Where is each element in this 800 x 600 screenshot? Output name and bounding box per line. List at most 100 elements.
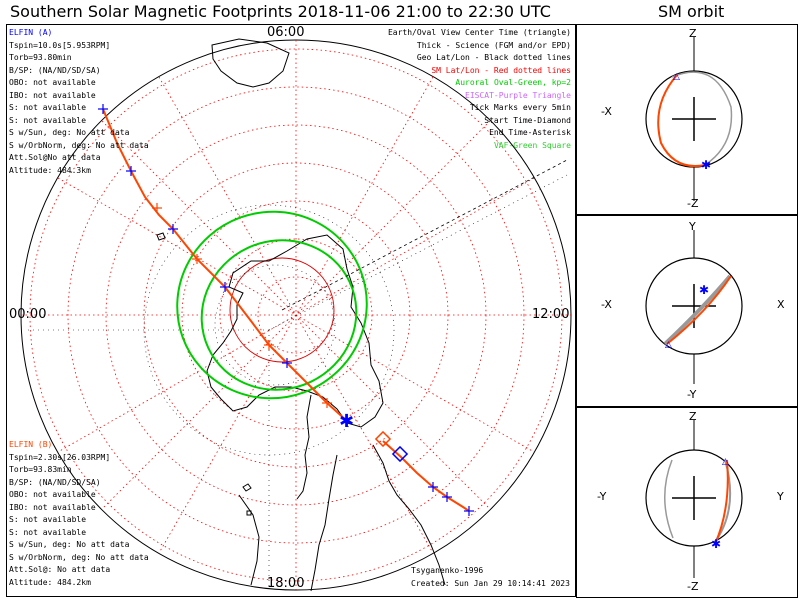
- orbit-title: SM orbit: [658, 2, 725, 21]
- africa-coastline: [238, 494, 260, 586]
- axis-label-left: -X: [601, 298, 612, 311]
- mlt-label-top: 06:00: [267, 25, 305, 40]
- legend-line: VAF-Green Square: [493, 140, 571, 150]
- axis-label-right: X: [777, 298, 785, 311]
- axis-label-bottom: -Z: [687, 580, 699, 593]
- orbit-panel-xz: △ ✱ Z -Z -X: [576, 24, 798, 215]
- elfin-a-line: Tspin=10.0s[5.953RPM]: [9, 40, 111, 50]
- created-label: Created: Sun Jan 29 10:14:41 2023: [411, 579, 570, 588]
- legend-line: EISCAT-Purple Triangle: [465, 90, 571, 100]
- elfin-b-start-diamond: [374, 430, 392, 448]
- asterisk-marker: ✱: [711, 537, 721, 551]
- elfin-a-tick: [126, 166, 136, 176]
- footprint-map: ✱ 06:00 00:00 12:00 18:00 ELFIN (A) Tspi…: [6, 24, 576, 597]
- elfin-a-info: ELFIN (A) Tspin=10.0s[5.953RPM] Torb=93.…: [9, 27, 149, 177]
- sm-pole-circle: [229, 257, 335, 363]
- elfin-b-line: S w/OrbNorm, deg: No att data: [9, 552, 149, 562]
- triangle-marker: △: [722, 457, 729, 467]
- orbit-panel-xy: ✱ △ Y -Y -X X: [576, 215, 798, 407]
- sm-ring: [181, 200, 411, 430]
- geo-ring: [143, 204, 395, 456]
- legend-line: Geo Lat/Lon - Black dotted lines: [416, 53, 571, 62]
- axis-label-right: Y: [776, 490, 784, 503]
- axis-label-bottom: -Y: [687, 388, 697, 401]
- legend-line: SM Lat/Lon - Red dotted lines: [431, 65, 571, 75]
- sm-grid: [21, 40, 571, 590]
- south-america-coastline: [372, 444, 446, 586]
- elfin-a-line: [102, 108, 348, 422]
- elfin-a-line: S w/Sun, deg: No att data: [9, 128, 130, 137]
- triangle-marker: △: [673, 72, 680, 82]
- orbit-b-path: [663, 274, 732, 346]
- elfin-a-tick: [322, 398, 332, 408]
- elfin-a-line: S: not available: [9, 115, 87, 125]
- elfin-a-line: Torb=93.80min: [9, 53, 72, 62]
- sm-meridian: [101, 120, 491, 510]
- elfin-b-track: [374, 430, 474, 516]
- elfin-a-tick: [152, 203, 162, 213]
- sm-ring: [67, 86, 525, 544]
- elfin-a-line: IBO: not available: [9, 90, 96, 100]
- geo-ring: [214, 264, 336, 386]
- orbit-panel-yz: △ ✱ Z -Z -Y Y: [576, 407, 798, 598]
- legend-line: Thick - Science (FGM and/or EPD): [416, 40, 571, 50]
- elfin-a-tick: [192, 254, 202, 264]
- elfin-a-end-asterisk: ✱: [339, 411, 354, 432]
- elfin-b-line: Tspin=2.30s[26.03RPM]: [9, 452, 111, 462]
- sm-meridian: [57, 177, 535, 453]
- axis-label-top: Y: [688, 220, 696, 233]
- axis-label-bottom: -Z: [687, 197, 699, 210]
- elfin-a-tick: [98, 104, 108, 114]
- elfin-a-tick: [220, 282, 230, 292]
- geo-meridian: [268, 174, 568, 331]
- legend-line: Start Time-Diamond: [484, 115, 571, 125]
- orbit-xy-svg: ✱ △ Y -Y -X X: [601, 220, 785, 401]
- asterisk-marker: ✱: [699, 283, 709, 297]
- legend: Earth/Oval View Center Time (triangle) T…: [388, 27, 571, 152]
- orbit-b-path: [671, 71, 733, 166]
- elfin-a-track: ✱: [98, 104, 354, 432]
- asterisk-marker: ✱: [701, 158, 711, 172]
- orbit-trail: [664, 459, 674, 539]
- elfin-b-tick: [428, 482, 438, 492]
- elfin-a-tick: [264, 340, 274, 350]
- elfin-a-line: B/SP: (NA/ND/SD/SA): [9, 65, 101, 75]
- map-svg: ✱: [20, 38, 572, 592]
- legend-line: Auroral Oval-Green, kp=2: [455, 78, 571, 87]
- mlt-label-bottom: 18:00: [267, 576, 305, 591]
- elfin-a-line: S w/OrbNorm, deg: No att data: [9, 140, 149, 150]
- legend-line: Tick Marks every 5min: [469, 103, 571, 112]
- elfin-b-line: S: not available: [9, 515, 87, 524]
- axis-label-left: -X: [601, 105, 612, 118]
- geo-grid: [27, 174, 568, 590]
- elfin-b-line: Att.Sol@: No att data: [9, 565, 111, 574]
- elfin-b-info: ELFIN (B) Tspin=2.30s[26.03RPM] Torb=93.…: [9, 439, 149, 589]
- elfin-a-start-diamond: [391, 445, 409, 463]
- legend-line: End Time-Asterisk: [489, 128, 571, 137]
- south-america-coastline: [310, 454, 338, 592]
- elfin-a-line: Altitude: 484.3km: [9, 165, 91, 175]
- orbit-yz-svg: △ ✱ Z -Z -Y Y: [597, 410, 784, 593]
- mlt-label-left: 00:00: [9, 307, 47, 322]
- mlt-label-right: 12:00: [532, 307, 570, 322]
- elfin-a-tick: [168, 224, 178, 234]
- elfin-a-line: OBO: not available: [9, 78, 96, 87]
- australia-coastline: [211, 38, 290, 88]
- elfin-b-line: B/SP: (NA/ND/SD/SA): [9, 477, 101, 487]
- orbit-a-path: [714, 459, 729, 545]
- triangle-marker: △: [665, 340, 672, 350]
- elfin-b-tick: [442, 492, 452, 502]
- elfin-b-tick: [464, 506, 474, 516]
- page-title: Southern Solar Magnetic Footprints 2018-…: [10, 2, 551, 21]
- auroral-oval-outer: [176, 210, 368, 400]
- elfin-b-line: S w/Sun, deg: No att data: [9, 540, 130, 549]
- elfin-b-name: ELFIN (B): [9, 440, 53, 449]
- axis-label-top: Z: [689, 410, 697, 423]
- orbit-a-path: [657, 74, 706, 167]
- antarctica-coastline: [206, 234, 384, 428]
- orbit-a-path: [666, 275, 732, 345]
- elfin-b-line: OBO: not available: [9, 490, 96, 499]
- elfin-b-line: Torb=93.83min: [9, 465, 72, 474]
- legend-line: Earth/Oval View Center Time (triangle): [387, 28, 571, 37]
- axis-label-left: -Y: [597, 490, 607, 503]
